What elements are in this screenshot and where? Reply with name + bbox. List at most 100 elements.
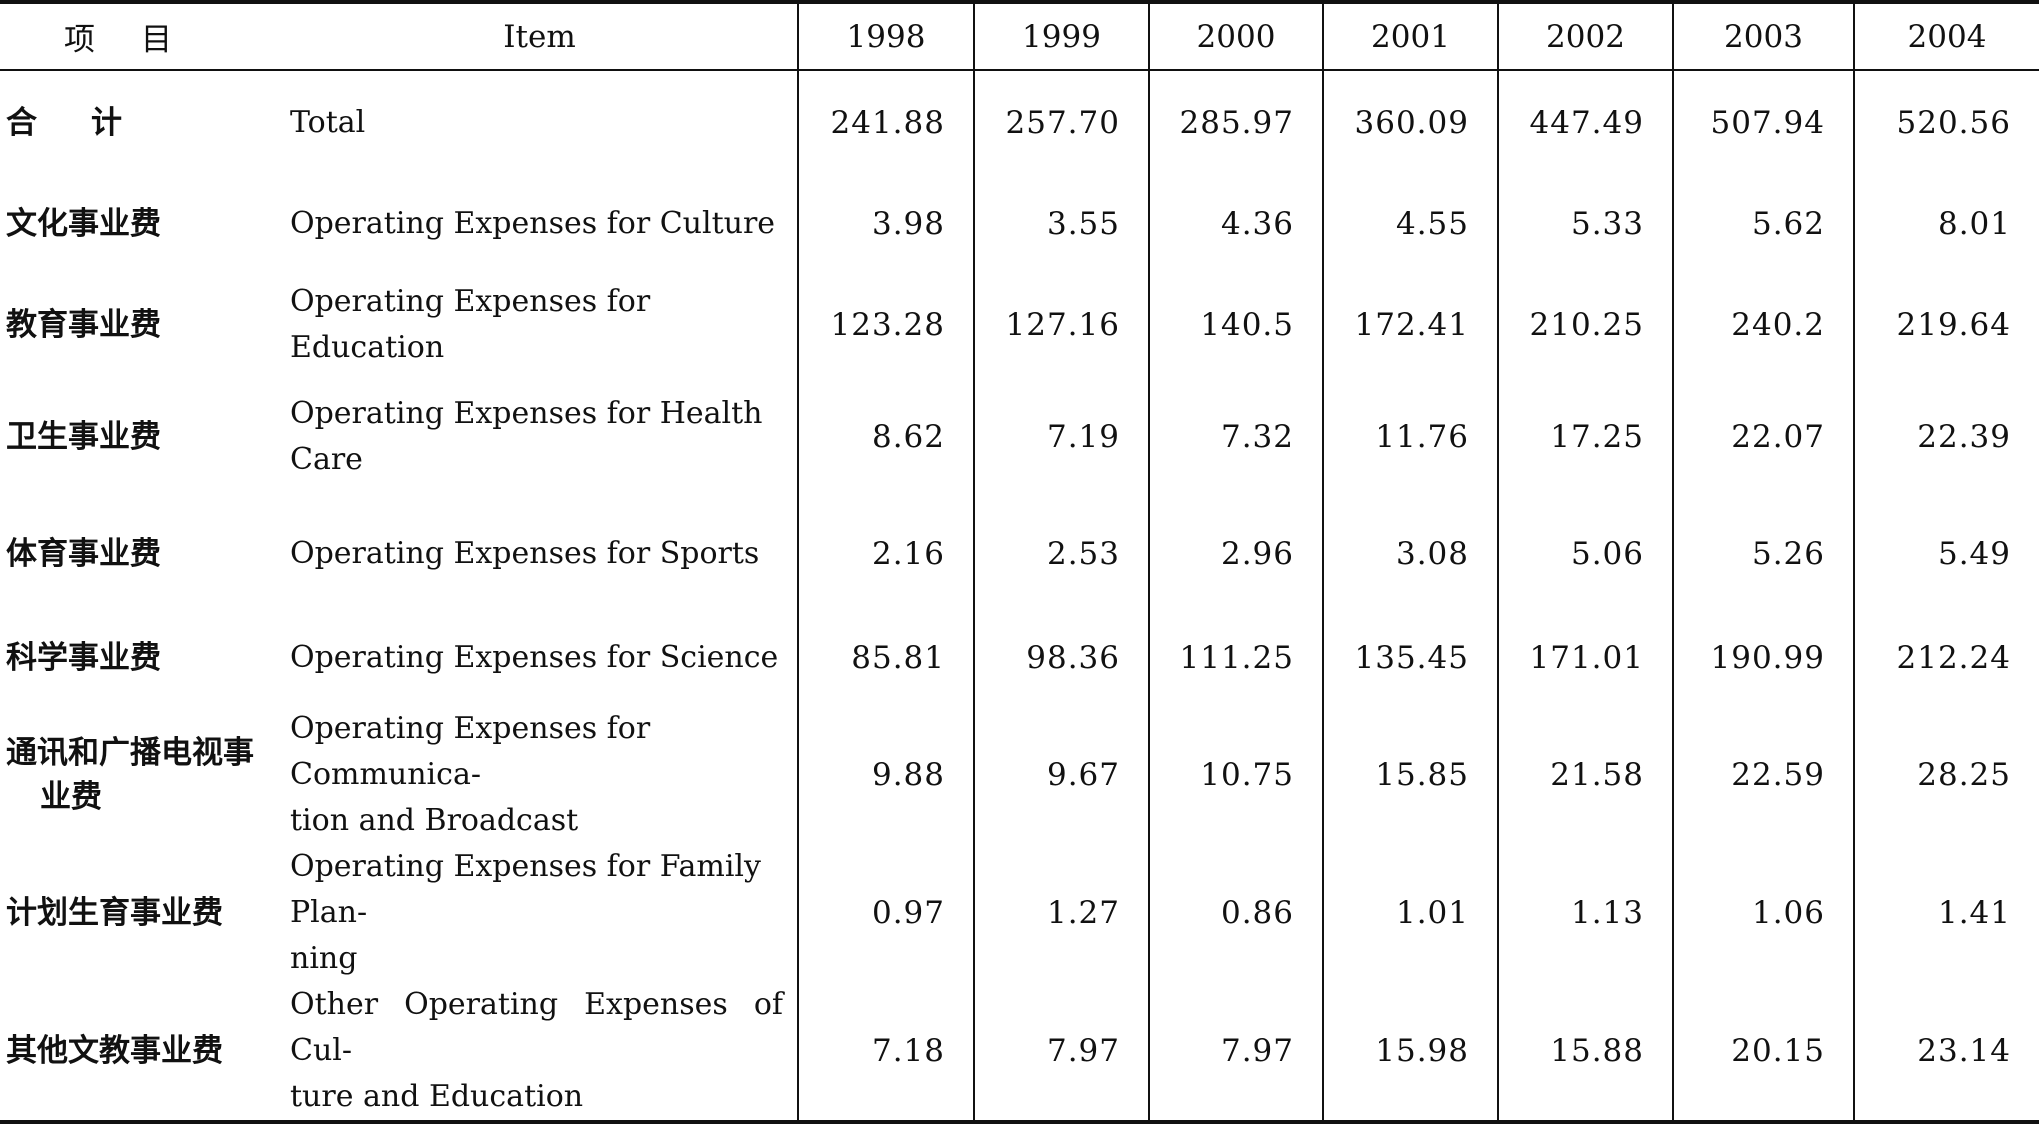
row-label-en-line: ning bbox=[290, 941, 358, 976]
row-label-en: Operating Expenses for Sports bbox=[290, 536, 760, 571]
row-label-cn-line: 业费 bbox=[40, 779, 102, 815]
row-label-cn: 科学事业费 bbox=[6, 640, 161, 676]
row-label-en: Total bbox=[290, 104, 366, 140]
table-cell: 7.97 bbox=[1148, 982, 1323, 1124]
table-cell: 3.98 bbox=[797, 174, 974, 274]
table-cell: 135.45 bbox=[1322, 610, 1498, 706]
table-row: 通讯和广播电视事 业费 Operating Expenses for Commu… bbox=[0, 706, 2039, 844]
table-row: 合计 Total 241.88 257.70 285.97 360.09 447… bbox=[0, 70, 2039, 174]
table-cell: 7.32 bbox=[1148, 376, 1323, 498]
table-cell: 17.25 bbox=[1497, 376, 1673, 498]
table-cell: 5.33 bbox=[1497, 174, 1673, 274]
table-cell: 360.09 bbox=[1322, 70, 1498, 174]
table-cell: 7.97 bbox=[973, 982, 1149, 1124]
table-cell: 5.62 bbox=[1672, 174, 1854, 274]
header-year: 1999 bbox=[973, 0, 1149, 71]
row-label-en: Operating Expenses for Science bbox=[290, 640, 779, 675]
table-cell: 28.25 bbox=[1853, 706, 2039, 844]
row-label-cn: 体育事业费 bbox=[6, 536, 161, 572]
table-cell: 10.75 bbox=[1148, 706, 1323, 844]
table-cell: 9.67 bbox=[973, 706, 1149, 844]
table-cell: 20.15 bbox=[1672, 982, 1854, 1124]
header-year: 2000 bbox=[1148, 0, 1323, 71]
table-cell: 15.98 bbox=[1322, 982, 1498, 1124]
table-cell: 4.55 bbox=[1322, 174, 1498, 274]
table-cell: 22.07 bbox=[1672, 376, 1854, 498]
table-cell: 3.08 bbox=[1322, 498, 1498, 610]
table-cell: 9.88 bbox=[797, 706, 974, 844]
row-label-en-line: ture and Education bbox=[290, 1079, 584, 1114]
table-row: 科学事业费 Operating Expenses for Science 85.… bbox=[0, 610, 2039, 706]
table-cell: 171.01 bbox=[1497, 610, 1673, 706]
table-row: 卫生事业费 Operating Expenses for Health Care… bbox=[0, 376, 2039, 498]
table-cell: 7.19 bbox=[973, 376, 1149, 498]
row-label-cn: 文化事业费 bbox=[6, 206, 161, 242]
row-label-cn: 卫生事业费 bbox=[6, 419, 161, 455]
table-cell: 5.26 bbox=[1672, 498, 1854, 610]
table-cell: 507.94 bbox=[1672, 70, 1854, 174]
header-item-cn: 项目 bbox=[0, 0, 282, 71]
row-label-en: Operating Expenses for Family Plan- ning bbox=[282, 844, 798, 982]
table-cell: 8.01 bbox=[1853, 174, 2039, 274]
header-year: 2003 bbox=[1672, 0, 1854, 71]
table-cell: 22.59 bbox=[1672, 706, 1854, 844]
table-row: 计划生育事业费 Operating Expenses for Family Pl… bbox=[0, 844, 2039, 982]
table-row: 其他文教事业费 Other Operating Expenses of Cul-… bbox=[0, 982, 2039, 1124]
table-cell: 210.25 bbox=[1497, 274, 1673, 376]
table-cell: 0.97 bbox=[797, 844, 974, 982]
row-label-en-line: tion and Broadcast bbox=[290, 803, 579, 838]
table-cell: 111.25 bbox=[1148, 610, 1323, 706]
header-row: 项目 Item 1998 1999 2000 2001 2002 2003 20… bbox=[0, 0, 2039, 71]
table-cell: 11.76 bbox=[1322, 376, 1498, 498]
table-cell: 190.99 bbox=[1672, 610, 1854, 706]
table-cell: 140.5 bbox=[1148, 274, 1323, 376]
header-year: 2002 bbox=[1497, 0, 1673, 71]
header-year: 2001 bbox=[1322, 0, 1498, 71]
row-label-cn: 合计 bbox=[6, 104, 176, 141]
row-label-en-line: Operating Expenses for Family Plan- bbox=[290, 849, 761, 930]
table-cell: 2.16 bbox=[797, 498, 974, 610]
row-label-cn: 通讯和广播电视事 业费 bbox=[0, 706, 282, 844]
table-cell: 5.49 bbox=[1853, 498, 2039, 610]
header-year: 2004 bbox=[1853, 0, 2039, 71]
table-cell: 21.58 bbox=[1497, 706, 1673, 844]
table-cell: 520.56 bbox=[1853, 70, 2039, 174]
row-label-en: Operating Expenses for Education bbox=[290, 284, 651, 365]
table-cell: 285.97 bbox=[1148, 70, 1323, 174]
row-label-cn: 教育事业费 bbox=[6, 307, 161, 343]
table-cell: 257.70 bbox=[973, 70, 1149, 174]
table-cell: 4.36 bbox=[1148, 174, 1323, 274]
table-cell: 15.85 bbox=[1322, 706, 1498, 844]
table-cell: 23.14 bbox=[1853, 982, 2039, 1124]
table-cell: 172.41 bbox=[1322, 274, 1498, 376]
table-cell: 7.18 bbox=[797, 982, 974, 1124]
table-cell: 219.64 bbox=[1853, 274, 2039, 376]
table-cell: 240.2 bbox=[1672, 274, 1854, 376]
table-cell: 212.24 bbox=[1853, 610, 2039, 706]
table-row: 教育事业费 Operating Expenses for Education 1… bbox=[0, 274, 2039, 376]
table-cell: 1.27 bbox=[973, 844, 1149, 982]
row-label-en: Operating Expenses for Culture bbox=[290, 206, 776, 241]
table-cell: 1.01 bbox=[1322, 844, 1498, 982]
row-label-en: Other Operating Expenses of Cul- ture an… bbox=[282, 982, 798, 1124]
table-cell: 127.16 bbox=[973, 274, 1149, 376]
table-cell: 2.53 bbox=[973, 498, 1149, 610]
row-label-en-line: Operating Expenses for Communica- bbox=[290, 711, 651, 792]
table-cell: 22.39 bbox=[1853, 376, 2039, 498]
table-cell: 0.86 bbox=[1148, 844, 1323, 982]
row-label-en-line: Other Operating Expenses of Cul- bbox=[290, 987, 783, 1068]
row-label-cn: 其他文教事业费 bbox=[0, 982, 282, 1124]
table-row: 体育事业费 Operating Expenses for Sports 2.16… bbox=[0, 498, 2039, 610]
table-cell: 85.81 bbox=[797, 610, 974, 706]
table-cell: 2.96 bbox=[1148, 498, 1323, 610]
row-label-en: Operating Expenses for Health Care bbox=[290, 396, 763, 477]
table-cell: 447.49 bbox=[1497, 70, 1673, 174]
table-cell: 15.88 bbox=[1497, 982, 1673, 1124]
table-cell: 241.88 bbox=[797, 70, 974, 174]
table-cell: 1.13 bbox=[1497, 844, 1673, 982]
table-cell: 3.55 bbox=[973, 174, 1149, 274]
table-cell: 1.06 bbox=[1672, 844, 1854, 982]
table-cell: 98.36 bbox=[973, 610, 1149, 706]
header-year: 1998 bbox=[797, 0, 974, 71]
